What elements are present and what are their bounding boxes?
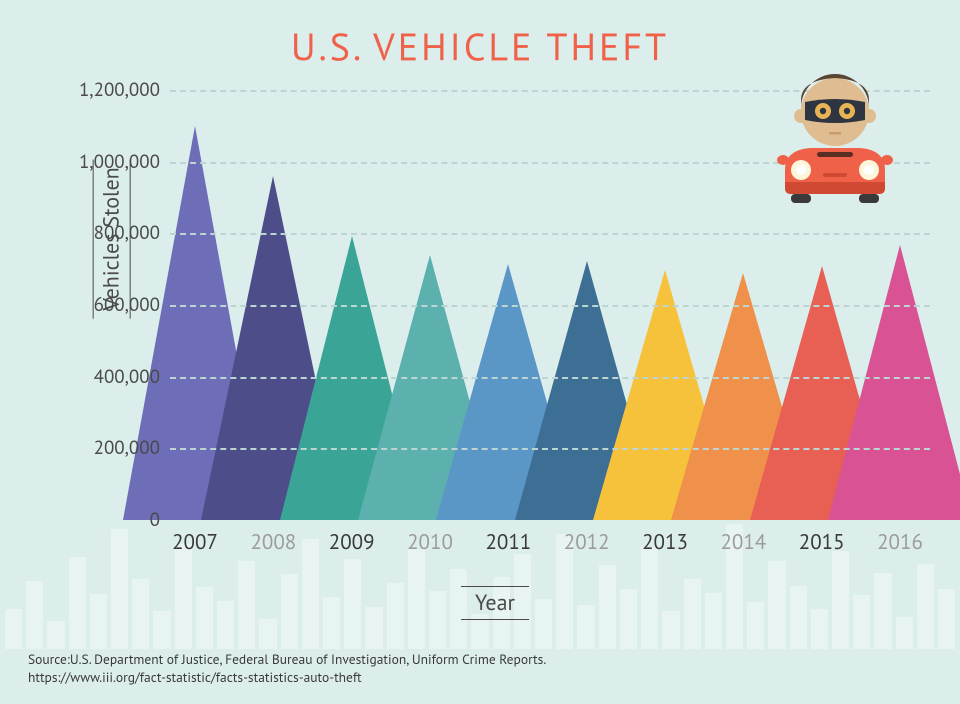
thief-car-illustration	[765, 70, 905, 215]
x-tick-label: 2007	[172, 528, 218, 555]
x-tick-label: 2011	[485, 528, 531, 555]
x-tick-label: 2010	[407, 528, 453, 555]
x-tick-label: 2012	[564, 528, 610, 555]
y-tick-label: 200,000	[94, 436, 160, 460]
y-tick-label: 1,000,000	[79, 150, 160, 174]
chart-title: U.S. VEHICLE THEFT	[0, 22, 960, 71]
grid-line	[170, 377, 930, 379]
x-tick-label: 2008	[250, 528, 296, 555]
y-tick-label: 0	[150, 508, 160, 532]
x-tick-label: 2016	[877, 528, 923, 555]
y-tick-label: 800,000	[94, 221, 160, 245]
y-tick-label: 400,000	[94, 365, 160, 389]
x-tick-label: 2009	[329, 528, 375, 555]
source-line-2: https://www.iii.org/fact-statistic/facts…	[28, 668, 546, 686]
grid-line	[170, 233, 930, 235]
y-tick-label: 1,200,000	[79, 78, 160, 102]
x-tick-label: 2014	[720, 528, 766, 555]
grid-line	[170, 448, 930, 450]
x-tick-label: 2015	[799, 528, 845, 555]
data-triangle	[828, 245, 960, 520]
y-tick-label: 600,000	[94, 293, 160, 317]
source-line-1: Source:U.S. Department of Justice, Feder…	[28, 650, 546, 668]
grid-line	[170, 305, 930, 307]
x-tick-label: 2013	[642, 528, 688, 555]
source-text: Source:U.S. Department of Justice, Feder…	[28, 650, 546, 686]
x-axis-label: Year	[461, 586, 529, 620]
